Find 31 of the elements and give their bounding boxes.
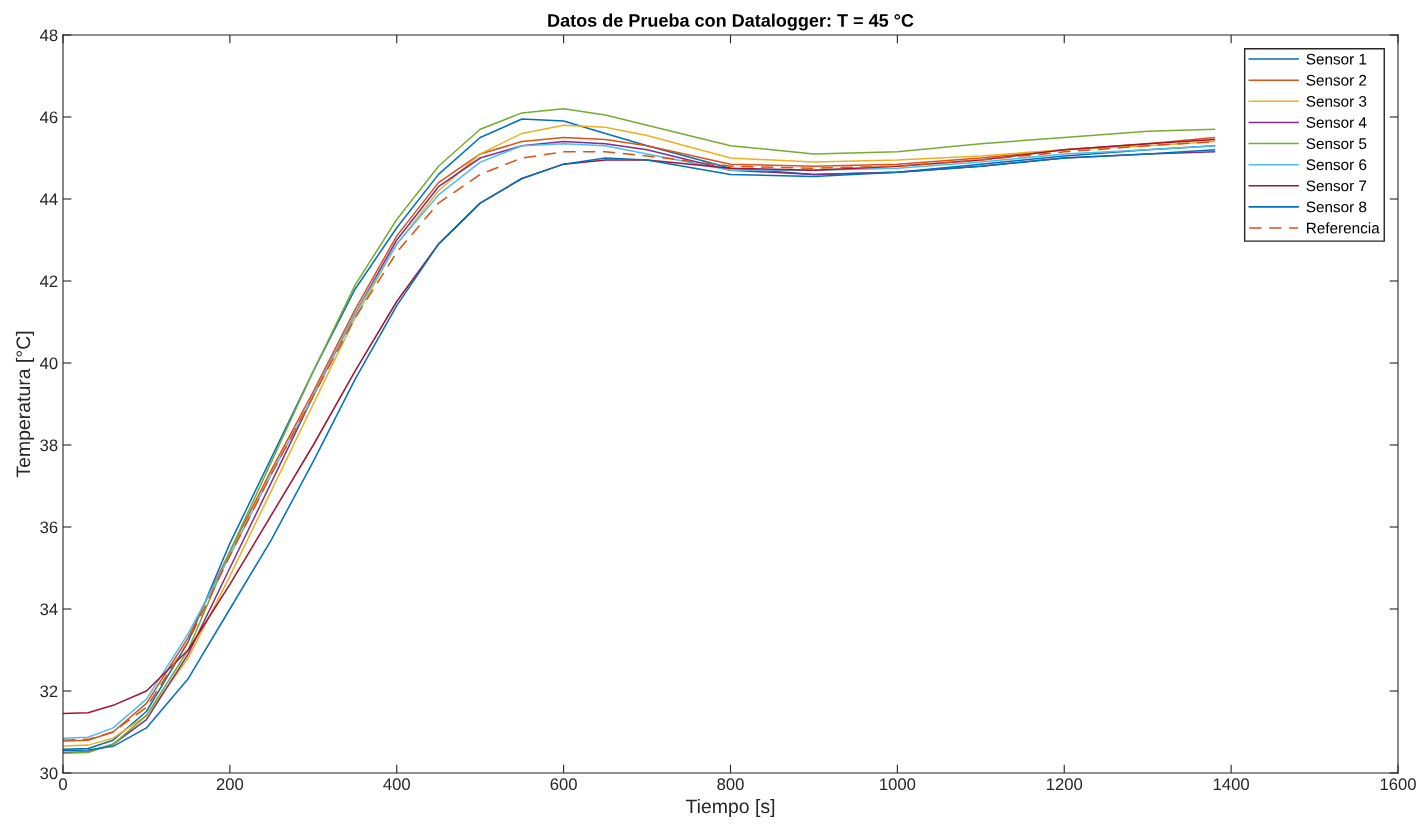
x-tick-label: 600 [550,778,577,791]
y-tick-label: 32 [40,685,58,698]
legend-label: Sensor 7 [1306,180,1367,192]
x-tick-label: 200 [216,778,244,791]
legend-label: Sensor 4 [1306,117,1367,128]
chart-title: Datos de Prueba con Datalogger: T = 45 °C [548,13,914,31]
y-tick-label: 38 [40,439,58,452]
x-tick-label: 1000 [880,778,916,791]
x-tick-label: 400 [383,778,410,791]
legend-label: Sensor 2 [1306,74,1367,86]
x-tick-label: 1200 [1046,778,1083,791]
y-tick-label: 44 [39,193,58,206]
x-tick-label: 0 [59,778,67,791]
x-tick-label: 1400 [1213,778,1250,791]
x-tick-label: 800 [717,778,744,791]
legend-label: Sensor 5 [1306,138,1367,150]
y-axis-title: Temperatura [°C] [15,331,35,478]
y-tick-label: 34 [40,603,58,616]
x-axis-title: Tiempo [s] [685,798,775,818]
y-tick-label: 36 [40,521,58,534]
legend-label: Sensor 6 [1306,159,1367,171]
y-tick-label: 30 [40,767,58,780]
y-tick-label: 42 [39,275,58,288]
legend-label: Sensor 8 [1306,201,1367,213]
y-tick-label: 46 [39,111,58,124]
legend-label: Sensor 1 [1306,53,1367,65]
legend-label: Referencia [1307,222,1380,234]
y-tick-label: 48 [39,29,58,42]
legend-label: Sensor 3 [1306,95,1367,107]
y-tick-label: 40 [39,357,58,370]
x-tick-label: 1600 [1380,778,1416,791]
